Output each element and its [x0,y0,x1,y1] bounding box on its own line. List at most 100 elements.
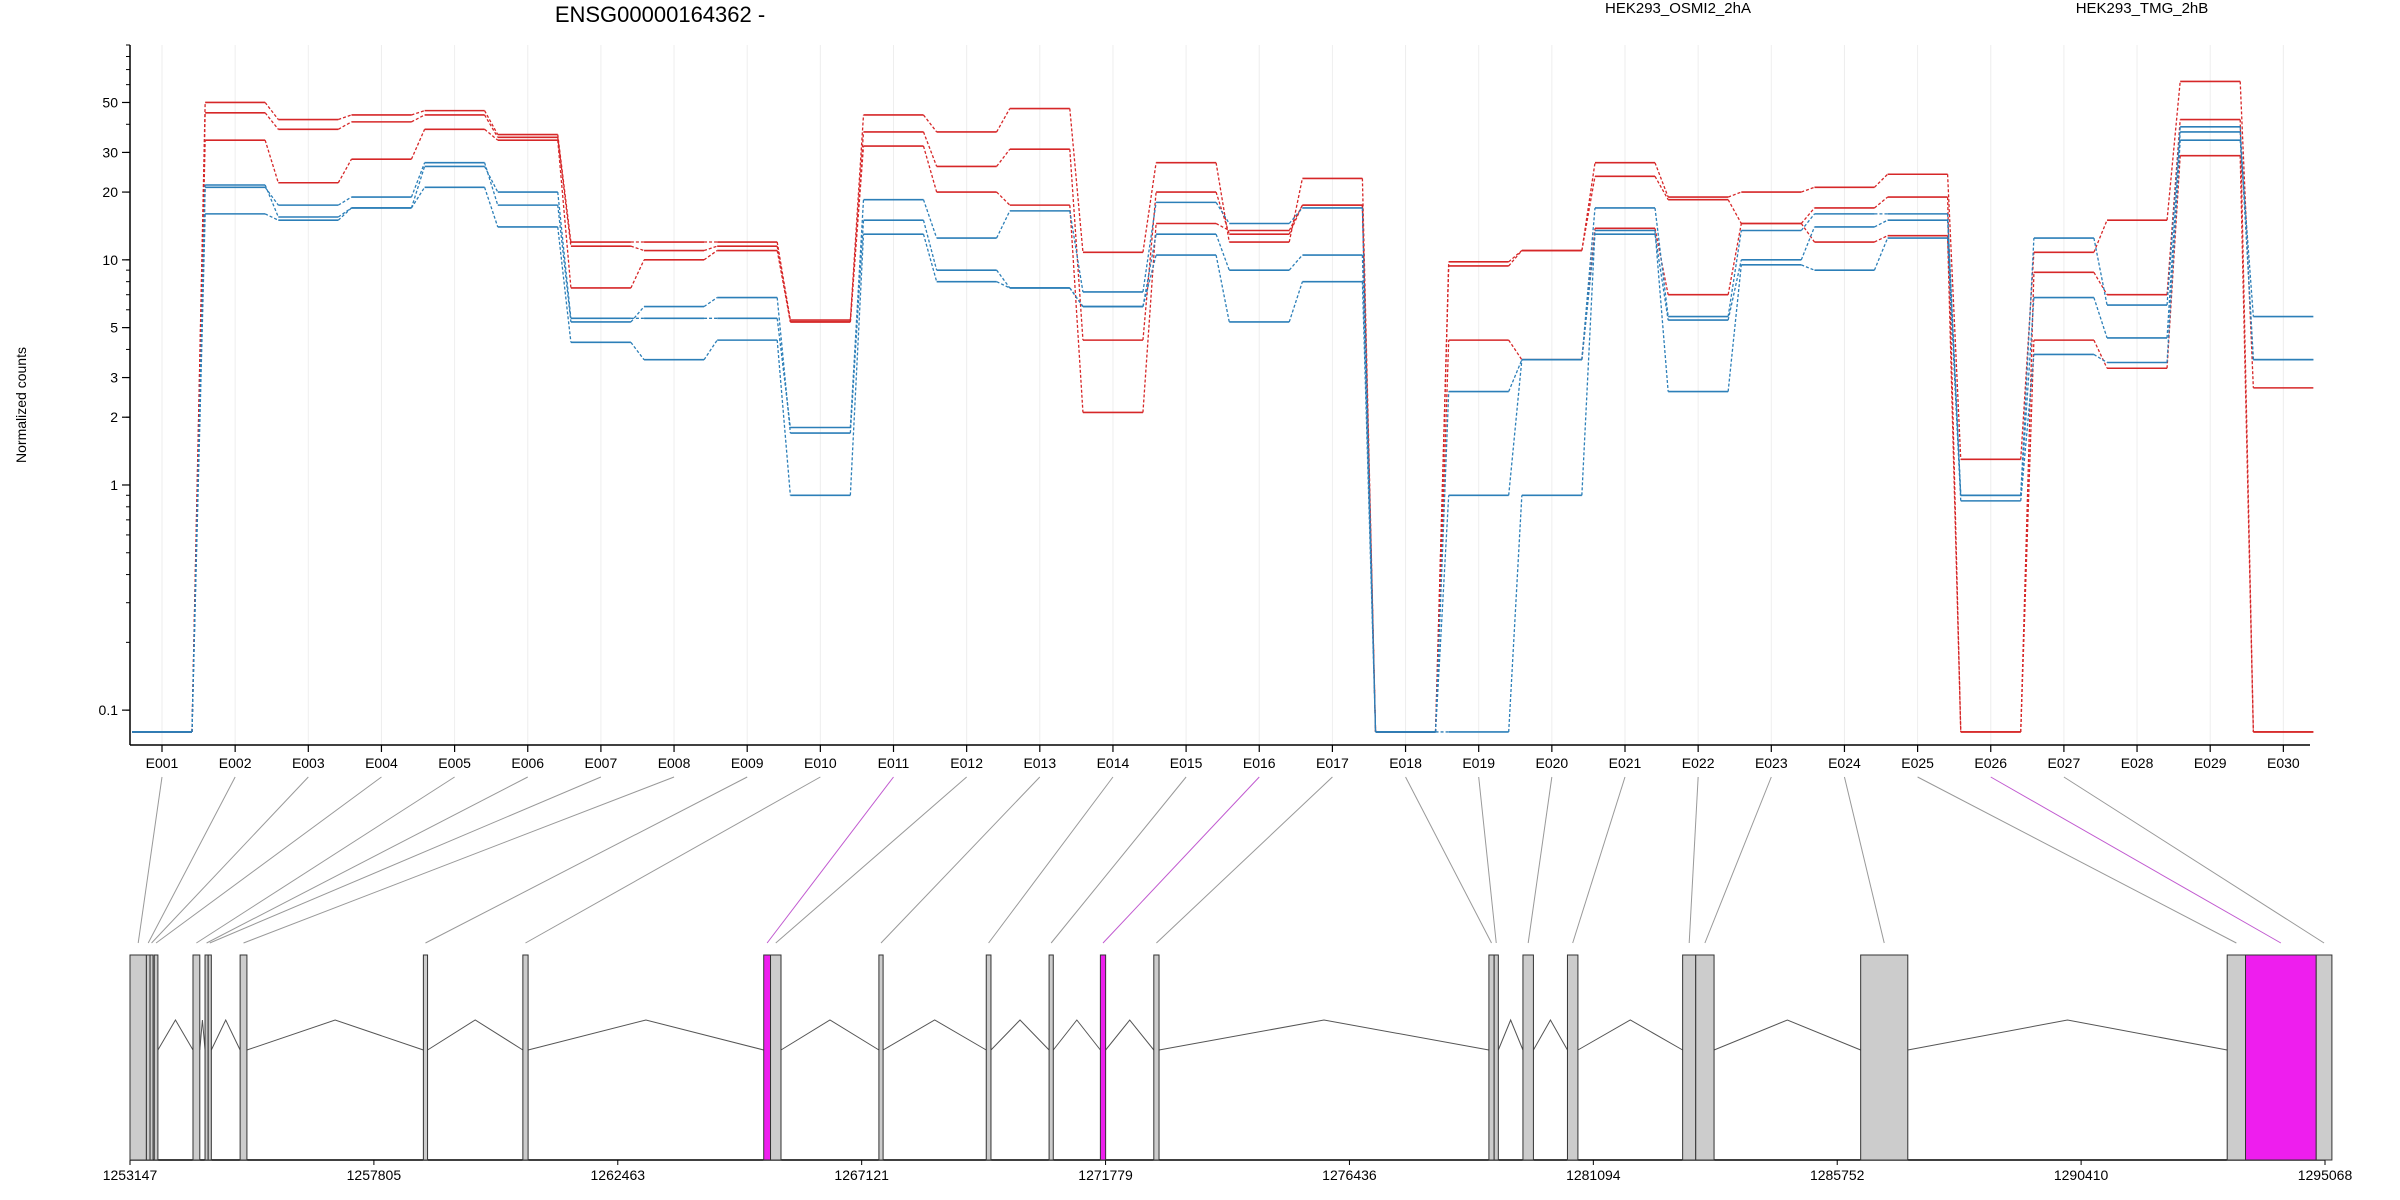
x-tick-label: E012 [950,755,983,771]
connector-segment [1874,235,1888,243]
connector-segment [1215,254,1230,323]
genome-tick-label: 1271779 [1078,1167,1133,1183]
connector-segment [2239,131,2254,360]
exon-connector [1704,776,1772,944]
gene-model: 1253147 1257805 1262463 1267121 1271779 12764… [103,776,2353,1183]
connector-segment [338,114,352,121]
connector-segment [1801,264,1815,271]
connector-segment [1800,207,1815,224]
connector-segment [703,249,718,261]
connector-segment [996,191,1011,206]
connector-segment [410,186,426,209]
exon-connector [1917,776,2237,944]
exon-box [149,954,154,1161]
intron-line [882,1019,987,1051]
exon-connector [1572,776,1626,944]
exon-box [878,954,884,1161]
connector-segment [1800,226,1816,261]
connector-segment [1727,199,1742,224]
exon-box [145,954,151,1161]
connector-segment [2093,297,2108,339]
exon-box [192,954,201,1161]
connector-segment [849,234,865,496]
connector-segment [1434,391,1450,732]
connector-segment [191,213,206,732]
x-tick-label: E030 [2267,755,2300,771]
intron-line [990,1019,1050,1051]
x-tick-label: E006 [511,755,544,771]
x-tick-label: E007 [585,755,618,771]
exon-connector [766,776,894,944]
connector-segment [1288,178,1304,243]
exon-connector [1050,776,1187,944]
connector-segment [922,220,938,271]
exon-box [1522,954,1534,1161]
connector-segment [1946,220,1962,496]
y-tick-label: 20 [102,184,118,200]
x-tick-label: E024 [1828,755,1861,771]
y-tick-label: 10 [102,252,118,268]
connector-segment [557,205,572,322]
x-tick-label: E003 [292,755,325,771]
connector-segment [2166,140,2181,363]
connector-segment [1727,230,1742,317]
connector-segment [1508,359,1523,496]
x-tick-label: E022 [1682,755,1715,771]
genome-tick-label: 1267121 [834,1167,889,1183]
connector-segment [922,145,938,193]
exon-box [1048,954,1054,1161]
y-tick-label: 1 [110,477,118,493]
connector-segment [1288,254,1303,271]
connector-segment [1654,228,1669,295]
connector-segment [849,220,865,434]
connector-segment [1508,359,1523,392]
genome-tick-label: 1276436 [1322,1167,1377,1183]
exon-box [1860,954,1909,1161]
exon-connector [1527,776,1553,944]
connector-segment [1142,234,1157,307]
connector-segment [1800,213,1815,231]
connector-segment [557,226,572,343]
x-tick-label: E014 [1097,755,1130,771]
exon-box [239,954,248,1161]
connector-segment [1142,223,1157,413]
intron-line [1497,1018,1524,1051]
connector-segment [264,139,279,183]
connector-segment [264,186,279,206]
connector-segment [1581,176,1596,251]
exon-box [1488,954,1495,1161]
exon-box [1493,954,1499,1161]
connector-segment [922,234,938,282]
connector-segment [483,187,499,228]
connector-segment [1361,207,1377,732]
y-tick-label: 0.1 [99,702,119,718]
intron-line [246,1019,424,1051]
connector-segment [337,207,352,218]
connector-segment [1581,234,1596,360]
genome-tick-label: 1257805 [347,1167,402,1183]
intron-line [1158,1019,1489,1051]
x-tick-label: E004 [365,755,398,771]
series-line [132,128,2314,733]
connector-segment [1654,175,1669,201]
connector-segment [996,269,1011,289]
connector-segment [337,121,352,130]
exon-connector [137,776,163,944]
connector-segment [2020,354,2035,501]
exon-box [129,954,147,1161]
connector-segment [2166,81,2181,221]
y-tick-label: 2 [110,409,118,425]
connector-segment [2093,237,2108,306]
genome-tick-label: 1295068 [2298,1167,2353,1183]
connector-segment [337,196,352,206]
connector-segment [630,245,645,252]
genome-tick-label: 1281094 [1566,1167,1621,1183]
exon-connector [988,776,1114,944]
x-tick-label: E005 [438,755,471,771]
chart-title: ENSG00000164362 - [555,2,765,27]
connector-segment [2093,219,2108,253]
connector-segment [996,108,1011,133]
connector-segment [264,112,279,130]
connector-segment [2020,237,2035,496]
connector-segment [776,250,791,323]
